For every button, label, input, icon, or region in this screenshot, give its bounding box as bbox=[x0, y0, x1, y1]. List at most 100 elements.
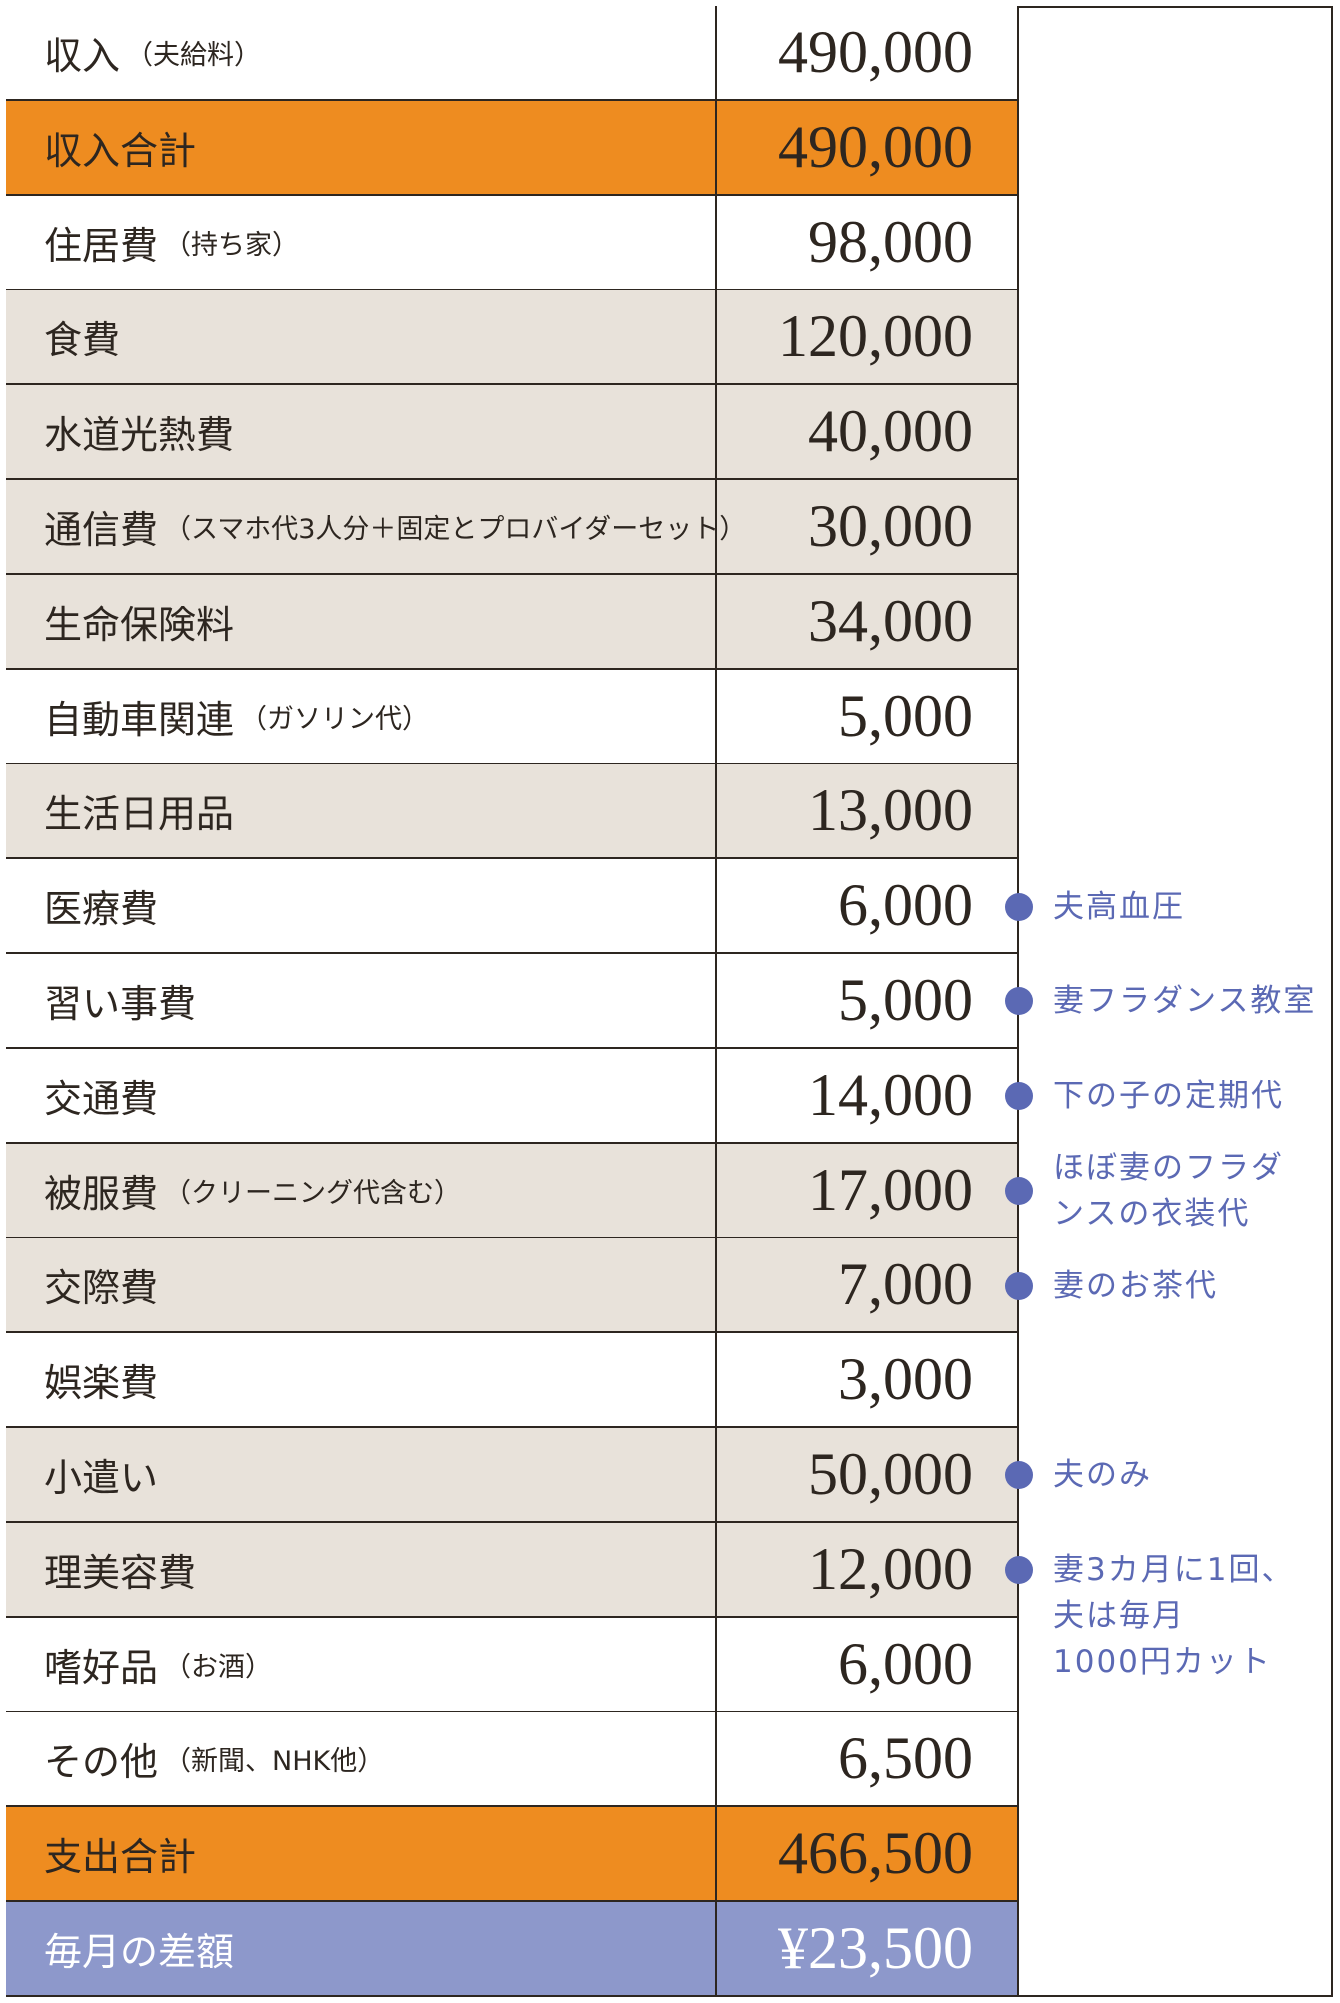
table-row: 自動車関連 （ガソリン代） 5,000 bbox=[6, 669, 1019, 765]
row-label: 水道光熱費 bbox=[6, 385, 717, 479]
table-row: 生命保険料 34,000 bbox=[6, 574, 1019, 670]
row-note: 下の子の定期代 bbox=[1053, 1078, 1284, 1115]
row-label: 自動車関連 （ガソリン代） bbox=[6, 669, 717, 763]
table-row: 被服費 （クリーニング代含む） 17,000 bbox=[6, 1143, 1019, 1239]
amount-value: 5,000 bbox=[717, 954, 1019, 1047]
row-note: 妻フラダンス教室 bbox=[1053, 983, 1317, 1020]
category-detail: （持ち家） bbox=[164, 229, 300, 261]
table-row: 理美容費 12,000 bbox=[6, 1522, 1019, 1618]
amount-value: 17,000 bbox=[717, 1143, 1019, 1237]
amount-value: 6,000 bbox=[717, 859, 1019, 953]
table-row: 食費 120,000 bbox=[6, 290, 1019, 386]
table-row: 収入合計 490,000 bbox=[6, 100, 1019, 196]
category-detail: （お酒） bbox=[164, 1651, 273, 1683]
table-row: その他 （新聞、NHK他） 6,500 bbox=[6, 1712, 1019, 1808]
row-label: 被服費 （クリーニング代含む） bbox=[6, 1143, 717, 1237]
amount-value: 466,500 bbox=[717, 1807, 1019, 1901]
category-name: 収入合計 bbox=[44, 128, 197, 173]
row-label: 収入 （夫給料） bbox=[6, 6, 717, 99]
amount-value: 6,000 bbox=[717, 1617, 1019, 1711]
category-name: 理美容費 bbox=[44, 1550, 197, 1595]
amount-value: 490,000 bbox=[717, 100, 1019, 194]
category-name: 毎月の差額 bbox=[44, 1930, 235, 1974]
row-label: 住居費 （持ち家） bbox=[6, 195, 717, 289]
row-label: 習い事費 bbox=[6, 954, 717, 1047]
table-row: 通信費 （スマホ代3人分＋固定とプロバイダーセット） 30,000 bbox=[6, 480, 1019, 575]
note-bullet-icon bbox=[1005, 1556, 1033, 1585]
amount-value: 7,000 bbox=[717, 1238, 1019, 1332]
row-label: 収入合計 bbox=[6, 100, 717, 194]
row-label: 小遣い bbox=[6, 1428, 717, 1521]
note-bullet-icon bbox=[1005, 1271, 1033, 1300]
category-name: 収入 bbox=[44, 34, 121, 78]
category-name: 小遣い bbox=[44, 1456, 159, 1500]
row-note: 妻3カ月に1回、 夫は毎月 1000円カット bbox=[1053, 1552, 1295, 1681]
note-bullet-icon bbox=[1005, 1082, 1033, 1111]
category-name: 生命保険料 bbox=[44, 602, 235, 647]
note-bullet-icon bbox=[1005, 987, 1033, 1016]
table-row: 医療費 6,000 bbox=[6, 859, 1019, 955]
table-row: 交通費 14,000 bbox=[6, 1048, 1019, 1144]
category-name: 水道光熱費 bbox=[44, 413, 235, 458]
amount-value: 13,000 bbox=[717, 764, 1019, 858]
row-note: 妻のお茶代 bbox=[1053, 1267, 1218, 1304]
row-label: 通信費 （スマホ代3人分＋固定とプロバイダーセット） bbox=[6, 480, 746, 573]
amount-value: 98,000 bbox=[717, 195, 1019, 289]
row-note: 夫高血圧 bbox=[1053, 888, 1185, 925]
row-label: その他 （新聞、NHK他） bbox=[6, 1712, 717, 1806]
row-label: 医療費 bbox=[6, 859, 717, 953]
amount-value: 5,000 bbox=[717, 669, 1019, 763]
amount-value: 120,000 bbox=[717, 290, 1019, 384]
table-row: 毎月の差額 ¥23,500 bbox=[6, 1902, 1019, 1997]
category-name: 娯楽費 bbox=[44, 1361, 159, 1406]
row-label: 生命保険料 bbox=[6, 574, 717, 668]
category-detail: （クリーニング代含む） bbox=[164, 1177, 462, 1209]
table-row: 嗜好品 （お酒） 6,000 bbox=[6, 1617, 1019, 1713]
amount-value: 3,000 bbox=[717, 1333, 1019, 1427]
row-label: 交通費 bbox=[6, 1048, 717, 1142]
category-name: 交際費 bbox=[44, 1266, 159, 1311]
table-row: 習い事費 5,000 bbox=[6, 954, 1019, 1049]
row-label: 食費 bbox=[6, 290, 717, 384]
category-detail: （ガソリン代） bbox=[240, 703, 430, 735]
category-name: 被服費 bbox=[44, 1171, 159, 1216]
table-row: 娯楽費 3,000 bbox=[6, 1333, 1019, 1429]
table-row: 水道光熱費 40,000 bbox=[6, 385, 1019, 481]
category-name: 住居費 bbox=[44, 223, 159, 268]
row-note: ほぼ妻のフラダ ンスの衣装代 bbox=[1053, 1150, 1284, 1232]
table-row: 支出合計 466,500 bbox=[6, 1807, 1019, 1903]
category-name: 医療費 bbox=[44, 887, 159, 932]
amount-value: 34,000 bbox=[717, 574, 1019, 668]
category-name: 自動車関連 bbox=[44, 697, 235, 742]
table-row: 収入 （夫給料） 490,000 bbox=[6, 6, 1019, 101]
amount-value: 50,000 bbox=[717, 1428, 1019, 1521]
note-bullet-icon bbox=[1005, 1461, 1033, 1490]
row-label: 支出合計 bbox=[6, 1807, 717, 1901]
category-name: 通信費 bbox=[44, 508, 159, 552]
amount-value: ¥23,500 bbox=[717, 1902, 1019, 1995]
amount-value: 12,000 bbox=[717, 1522, 1019, 1616]
table-row: 生活日用品 13,000 bbox=[6, 764, 1019, 860]
table-row: 住居費 （持ち家） 98,000 bbox=[6, 195, 1019, 291]
amount-value: 490,000 bbox=[717, 6, 1019, 99]
amount-value: 14,000 bbox=[717, 1048, 1019, 1142]
category-name: 食費 bbox=[44, 318, 121, 363]
row-label: 生活日用品 bbox=[6, 764, 717, 858]
amount-value: 6,500 bbox=[717, 1712, 1019, 1806]
note-bullet-icon bbox=[1005, 1177, 1033, 1205]
amount-value: 30,000 bbox=[717, 480, 1019, 573]
row-label: 理美容費 bbox=[6, 1522, 717, 1616]
category-name: 嗜好品 bbox=[44, 1645, 159, 1690]
category-name: 交通費 bbox=[44, 1076, 159, 1121]
row-label: 嗜好品 （お酒） bbox=[6, 1617, 717, 1711]
category-detail: （新聞、NHK他） bbox=[164, 1746, 385, 1778]
category-name: 支出合計 bbox=[44, 1835, 197, 1880]
category-detail: （夫給料） bbox=[126, 40, 262, 71]
category-detail: （スマホ代3人分＋固定とプロバイダーセット） bbox=[164, 514, 747, 545]
table-row: 交際費 7,000 bbox=[6, 1238, 1019, 1334]
category-name: 習い事費 bbox=[44, 982, 197, 1026]
amount-value: 40,000 bbox=[717, 385, 1019, 479]
table-row: 小遣い 50,000 bbox=[6, 1428, 1019, 1523]
row-label: 交際費 bbox=[6, 1238, 717, 1332]
note-bullet-icon bbox=[1005, 892, 1033, 921]
